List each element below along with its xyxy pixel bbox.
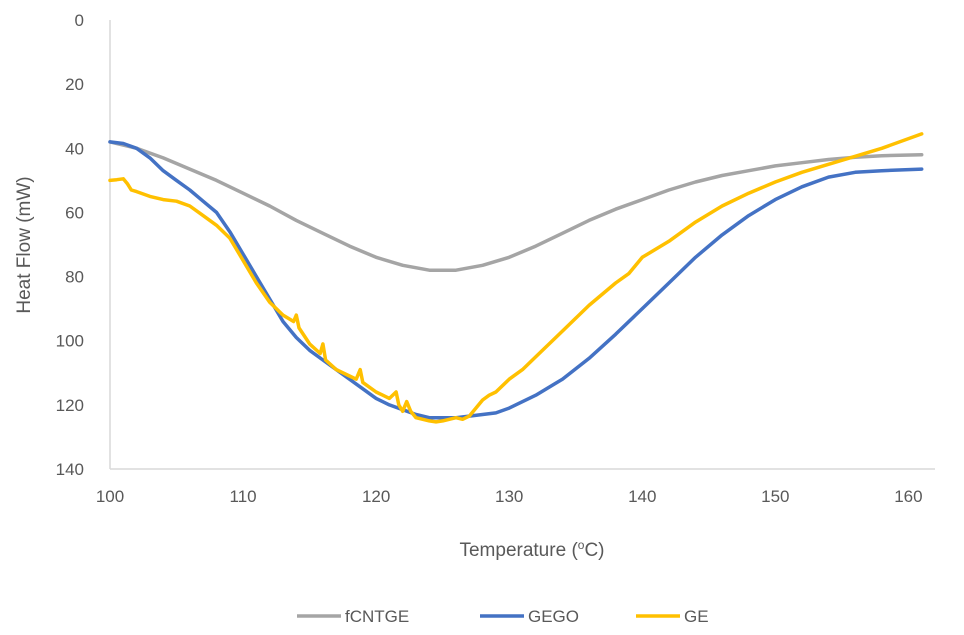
y-tick-label: 20 [65,75,84,94]
y-tick-label: 60 [65,203,84,222]
x-tick-label: 100 [96,487,124,506]
y-tick-label: 100 [56,332,84,351]
x-axis-title-text: Temperature [459,540,566,561]
x-tick-label: 160 [894,487,922,506]
x-axis-unit-prefix: ( [571,540,578,561]
y-tick-label: 40 [65,139,84,158]
y-axis-title: Heat Flow (mW) [14,176,35,313]
legend-label-ge: GE [684,607,709,626]
y-tick-label: 80 [65,268,84,287]
legend-label-gego: GEGO [528,607,579,626]
x-axis-title: Temperature (oC) [459,538,604,561]
series-line-ge [108,132,924,424]
x-axis-unit-suffix: C) [584,540,604,561]
legend-label-fcntge: fCNTGE [345,607,409,626]
x-axis-unit-sup: o [578,538,585,552]
x-tick-label: 120 [362,487,390,506]
x-tick-label: 110 [230,487,257,506]
x-tick-labels: 100 110 120 130 140 150 160 [96,487,923,506]
x-tick-label: 150 [761,487,789,506]
series-lines [108,132,924,424]
x-tick-label: 140 [628,487,656,506]
series-line-fcntge [108,140,924,272]
y-tick-label: 0 [75,11,84,30]
legend: fCNTGE GEGO GE [297,607,709,626]
y-tick-label: 120 [56,396,84,415]
y-tick-labels: 0 20 40 60 80 100 120 140 [56,11,84,479]
x-tick-label: 130 [495,487,523,506]
y-tick-label: 140 [56,460,84,479]
